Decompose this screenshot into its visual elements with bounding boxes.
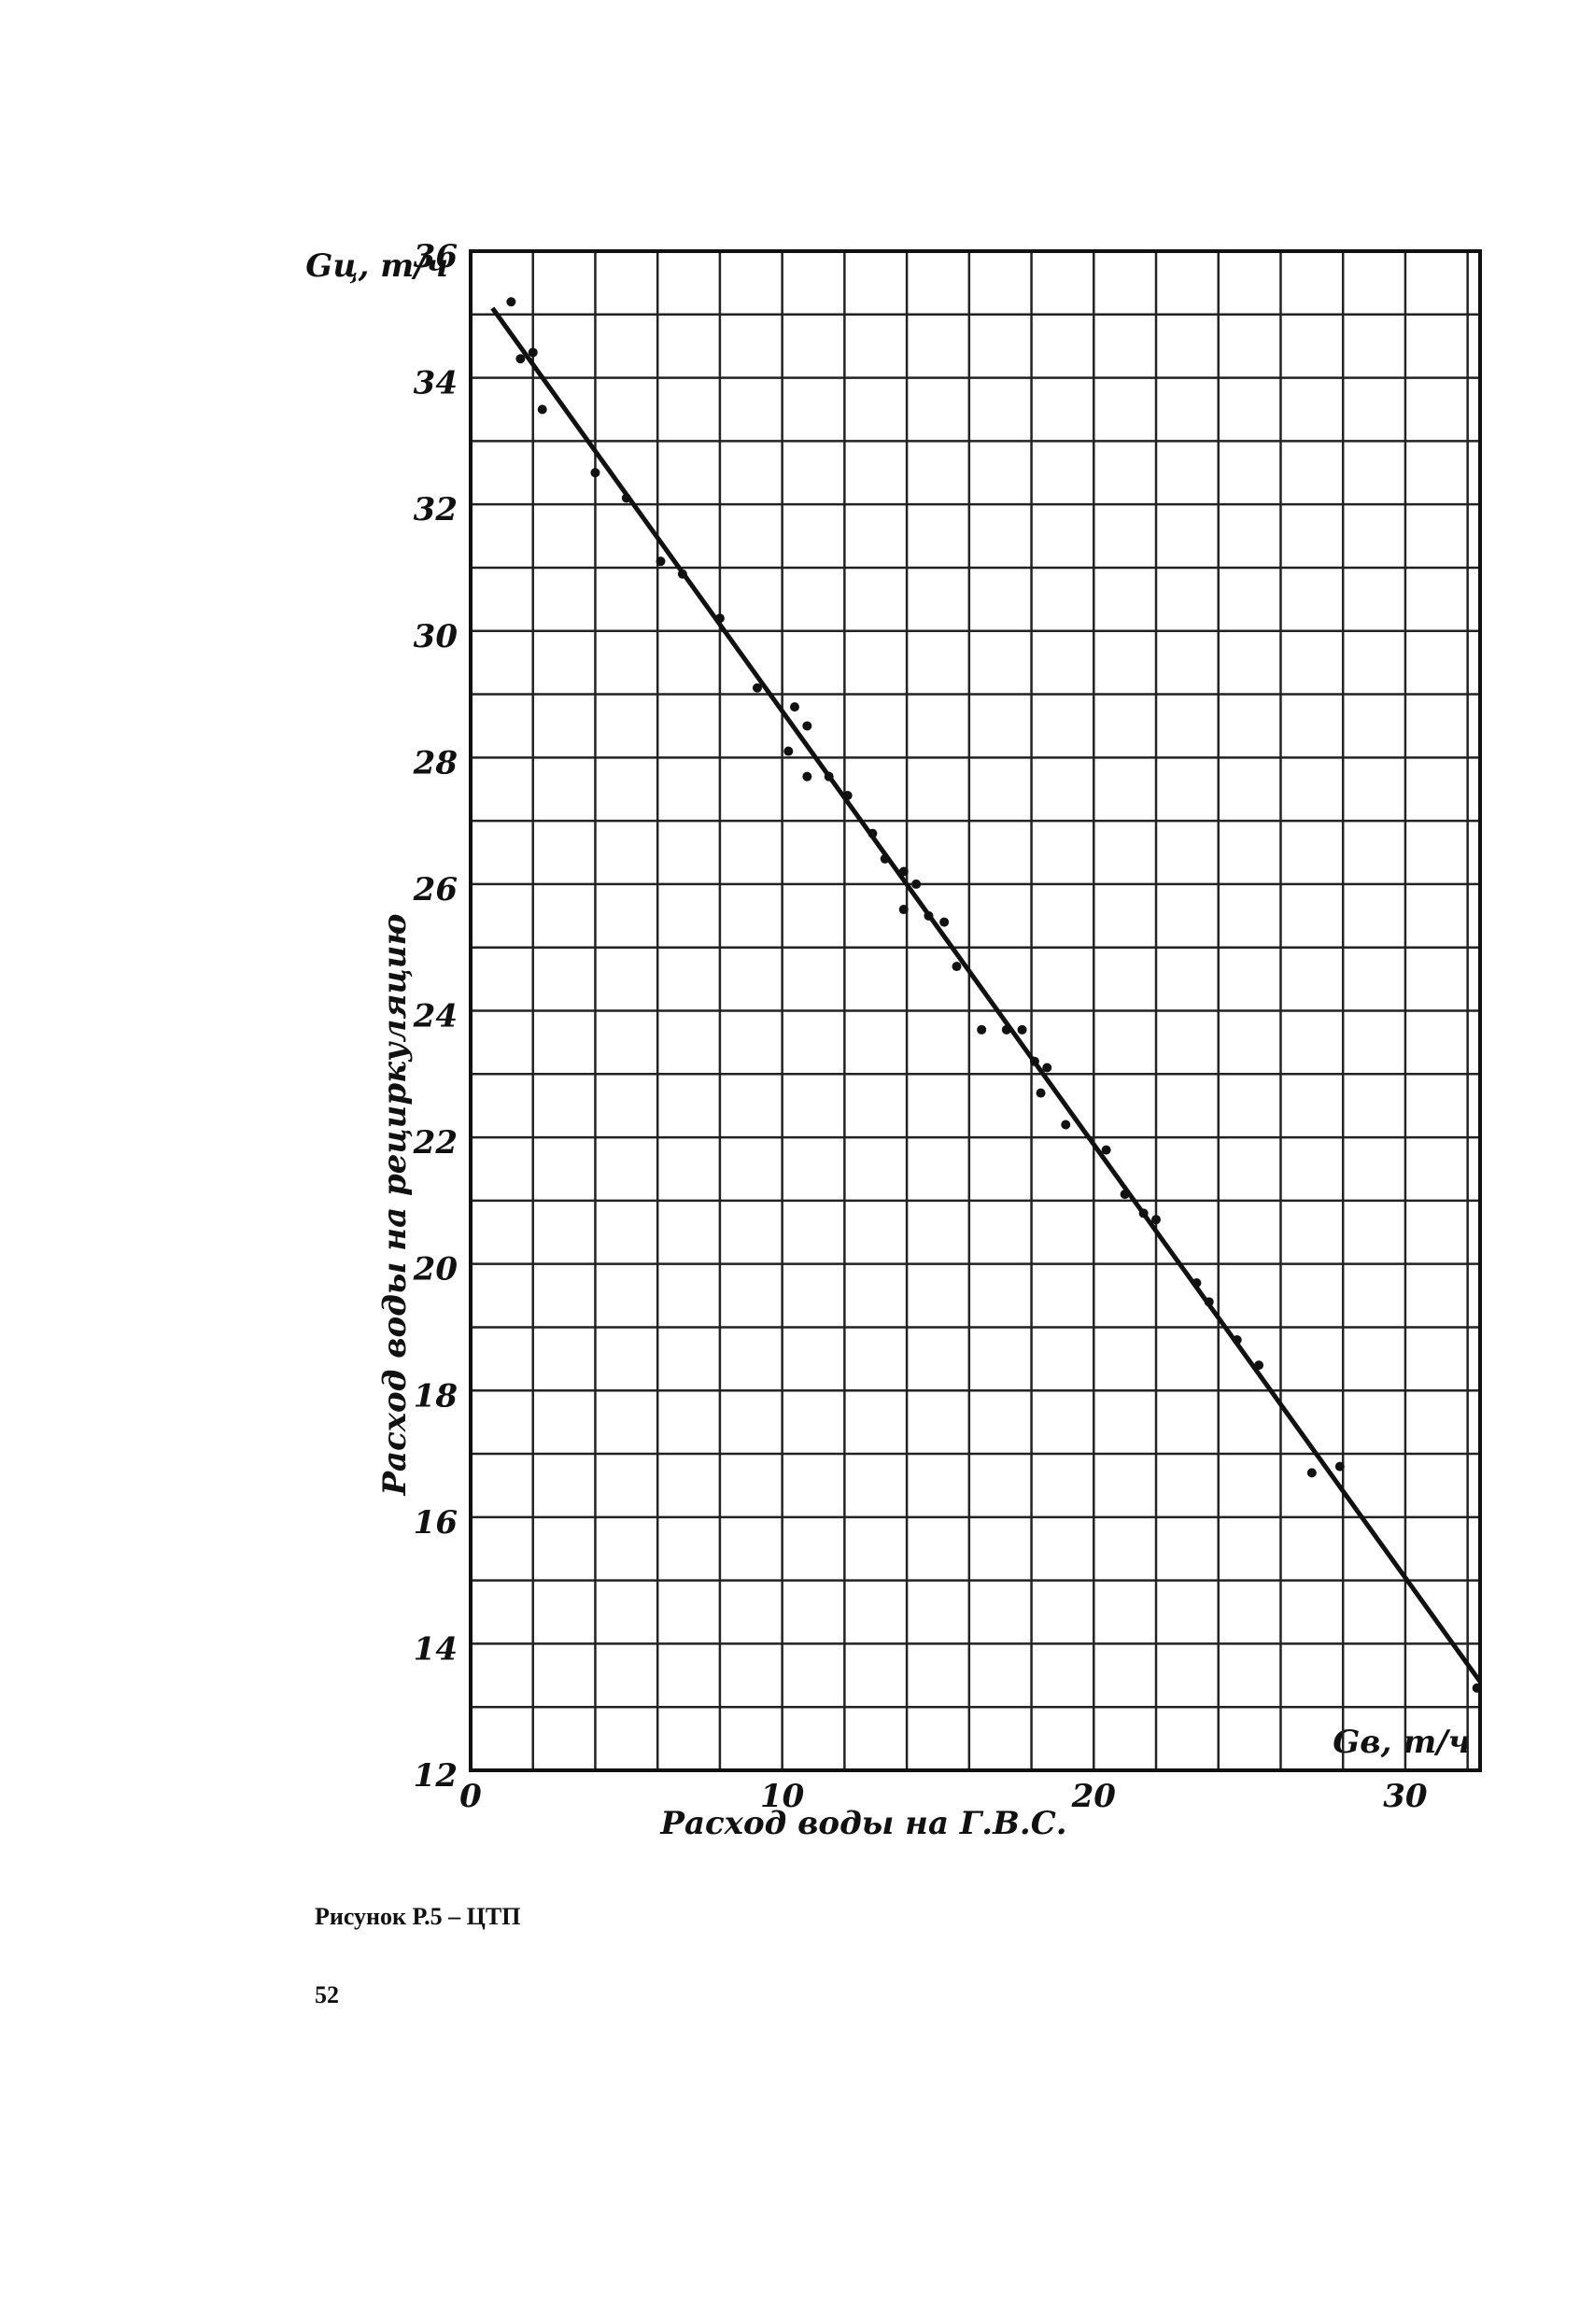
data-point	[656, 556, 666, 567]
x-tick-label: 30	[1383, 1778, 1428, 1815]
data-point	[783, 746, 794, 756]
x-tick-label: 20	[1071, 1778, 1117, 1815]
y-tick-label: 26	[413, 871, 458, 908]
data-point	[621, 493, 631, 503]
y-title: Расход воды на рециркуляцию	[376, 913, 414, 1496]
x-tick-label: 10	[760, 1778, 805, 1815]
data-point	[977, 1024, 987, 1035]
data-point	[1042, 1063, 1052, 1073]
data-point	[1306, 1468, 1317, 1478]
fit-line	[490, 306, 1483, 1683]
y-tick-label: 32	[414, 491, 458, 528]
y-tick-label: 18	[414, 1377, 458, 1415]
data-point	[1061, 1120, 1071, 1130]
data-point	[1036, 1088, 1046, 1098]
data-point	[1120, 1190, 1130, 1200]
data-point	[898, 866, 909, 877]
y-tick-label: 34	[414, 365, 458, 402]
data-point	[911, 879, 922, 889]
page-number: 52	[315, 1981, 339, 2008]
data-point	[924, 910, 934, 921]
data-point	[677, 569, 687, 579]
data-point	[1472, 1683, 1482, 1693]
y-tick-label: 20	[413, 1251, 458, 1289]
data-point	[802, 721, 812, 731]
data-point	[1151, 1215, 1162, 1225]
data-point	[590, 468, 600, 478]
data-point	[1101, 1145, 1111, 1155]
y-tick-label: 14	[414, 1630, 458, 1668]
y-tick-label: 16	[414, 1504, 458, 1542]
y-axis-label: Gц, т/ч	[305, 247, 448, 285]
data-point	[802, 771, 812, 782]
data-point	[1192, 1278, 1202, 1289]
data-point	[824, 771, 834, 782]
data-point	[1001, 1024, 1011, 1035]
y-tick-label: 12	[414, 1757, 458, 1795]
data-point	[1017, 1024, 1027, 1035]
x-title: Расход воды на Г.В.С.	[659, 1805, 1066, 1842]
data-point	[789, 702, 799, 712]
y-tick-label: 28	[413, 744, 458, 782]
data-point	[868, 828, 878, 838]
data-point	[752, 683, 762, 693]
x-axis-label: Gв, т/ч	[1333, 1724, 1471, 1761]
data-point	[537, 404, 547, 415]
caption: Рисунок Р.5 – ЦТП	[315, 1903, 520, 1930]
plot-frame	[469, 249, 1482, 1772]
y-tick-label: 36	[414, 238, 458, 275]
data-point	[528, 347, 538, 358]
data-point	[898, 905, 909, 915]
data-point	[1204, 1297, 1214, 1307]
data-point	[1254, 1360, 1264, 1371]
y-tick-label: 22	[413, 1124, 458, 1162]
data-point	[952, 962, 962, 972]
data-point	[1232, 1335, 1242, 1345]
data-point	[515, 354, 526, 364]
data-point	[1029, 1056, 1039, 1066]
data-point	[506, 297, 516, 307]
data-point	[1334, 1461, 1345, 1472]
y-tick-label: 30	[414, 618, 458, 655]
y-tick-label: 24	[413, 998, 458, 1035]
data-point	[714, 613, 725, 624]
data-point	[880, 853, 890, 864]
x-tick-label: 0	[459, 1778, 482, 1815]
data-point	[939, 917, 950, 927]
data-point	[842, 791, 853, 801]
data-point	[1138, 1208, 1149, 1218]
